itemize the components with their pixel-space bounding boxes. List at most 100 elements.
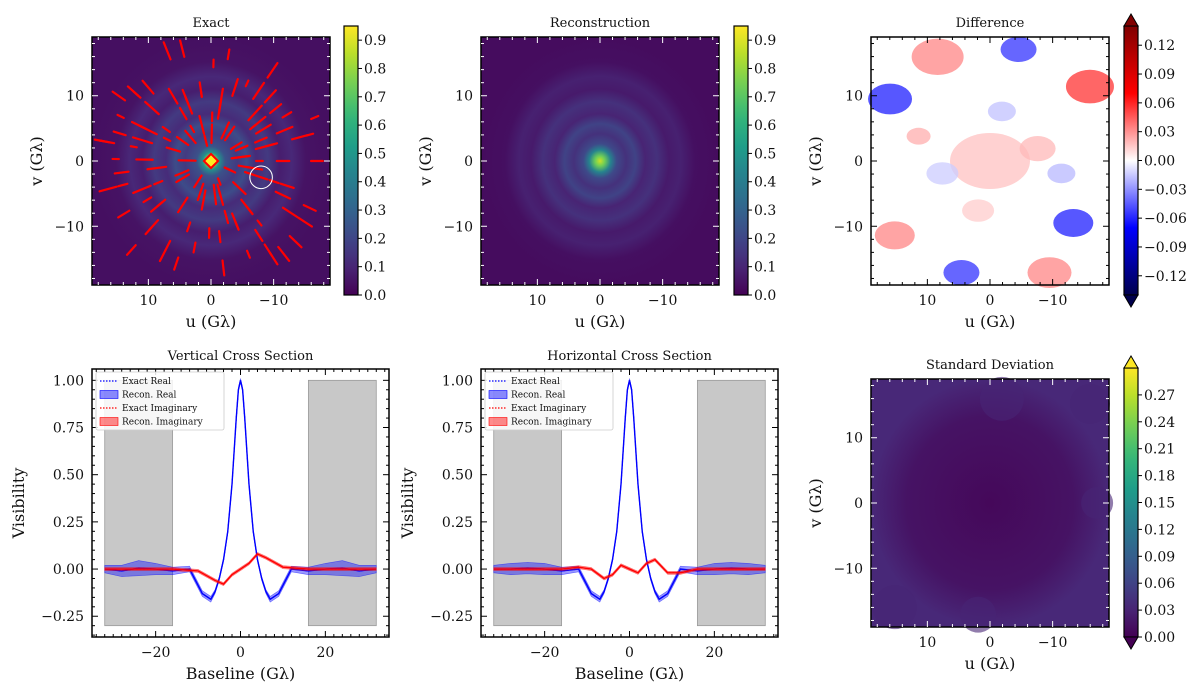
uv-track (268, 179, 280, 185)
difference-blob (943, 260, 980, 286)
y-tick-label: 0.75 (53, 421, 84, 437)
legend-swatch (488, 390, 508, 399)
uv-track (156, 198, 167, 208)
colorbar-extend-bottom (1123, 636, 1139, 650)
colorbar-tick-label: 0.2 (364, 231, 386, 247)
y-tick-label: 0.75 (442, 421, 473, 437)
uv-track (162, 41, 172, 61)
colorbar-tick-label: 0.0 (364, 288, 386, 304)
x-tick-label: −20 (141, 645, 171, 661)
difference-blob (950, 133, 1030, 189)
uv-track (245, 249, 251, 259)
colorbar-tick-label: 0.24 (1144, 415, 1175, 431)
colorbar-tick-label: 0.2 (754, 231, 776, 247)
x-tick-label: 20 (705, 645, 723, 661)
uv-track (230, 154, 250, 160)
uv-track (192, 241, 197, 254)
uv-track (234, 220, 240, 231)
difference-blob (1027, 257, 1072, 288)
x-tick-label: 0 (596, 293, 605, 309)
uv-track (129, 145, 138, 149)
colorbar-tick-label: 0.12 (1144, 522, 1175, 538)
exact-colorbar: 0.0 0.1 0.2 0.3 0.4 0.5 0.6 0.7 0.8 0.9 (343, 25, 386, 304)
uv-track (266, 61, 279, 79)
horizontal-title: Horizontal Cross Section (547, 349, 712, 364)
colorbar-tick-label: −0.09 (1144, 240, 1187, 256)
y-tick-label: 0 (464, 154, 473, 170)
legend-label: Exact Real (511, 377, 560, 387)
uv-track (186, 221, 192, 233)
series-recon-imaginary-line (104, 553, 377, 586)
uv-track (244, 79, 250, 88)
difference-blob (962, 199, 995, 222)
x-tick-label: 0 (986, 635, 995, 651)
exact-ylabel: v (Gλ) (27, 136, 46, 187)
colorbar-body (733, 25, 749, 296)
uv-track (165, 146, 182, 153)
colorbar-tick-label: 0.1 (754, 260, 776, 276)
std-blob (960, 596, 997, 633)
uv-track (277, 245, 291, 262)
y-tick-label: 0.50 (53, 468, 84, 484)
x-tick-label: −10 (1038, 293, 1068, 309)
uv-track (263, 243, 273, 256)
uv-track (297, 216, 305, 223)
difference-blob (1047, 163, 1076, 184)
colorbar-tick-label: 0.27 (1144, 388, 1175, 404)
x-tick-label: −10 (259, 293, 289, 309)
x-tick-label: 20 (316, 645, 334, 661)
colorbar-tick-label: 0.06 (1144, 576, 1175, 592)
uv-track (254, 143, 276, 151)
uv-track (223, 209, 230, 225)
uv-track (203, 134, 209, 147)
marker-circle (249, 165, 273, 190)
y-tick-label: 0.25 (53, 515, 84, 531)
uv-track (216, 98, 223, 120)
uv-track (247, 104, 263, 122)
uv-track (234, 78, 239, 88)
difference-blob (911, 38, 964, 76)
colorbar-tick-label: 0.9 (364, 33, 386, 49)
colorbar-tick-label: −0.06 (1144, 211, 1187, 227)
uv-coverage (93, 39, 324, 277)
uv-track (237, 164, 251, 169)
x-tick-label: −10 (1038, 635, 1068, 651)
colorbar-tick-label: 0.06 (1144, 96, 1175, 112)
uv-track (220, 121, 230, 140)
x-tick-label: 10 (918, 293, 936, 309)
y-tick-label: 0.00 (53, 562, 84, 578)
colorbar-tick-label: 0.9 (754, 33, 776, 49)
difference-blob (1000, 36, 1037, 63)
colorbar-extend-bottom (1123, 294, 1139, 308)
y-tick-label: −0.25 (41, 609, 84, 625)
std-blob (1081, 487, 1114, 519)
colorbar-tick-label: 0.7 (364, 90, 386, 106)
horizontal-xlabel: Baseline (Gλ) (575, 664, 684, 683)
vertical-xlabel: Baseline (Gλ) (186, 664, 295, 683)
difference-blob (868, 83, 913, 115)
uv-track (175, 173, 191, 184)
uv-track (256, 219, 263, 227)
uv-track (193, 174, 203, 189)
legend-label: Exact Imaginary (511, 404, 587, 414)
uv-track (281, 111, 293, 119)
legend-box (484, 371, 614, 431)
y-tick-label: 0.25 (442, 515, 473, 531)
uv-track (148, 219, 160, 231)
colorbar-tick-label: 0.4 (364, 175, 386, 191)
y-tick-label: 10 (845, 89, 863, 105)
std-colorbar: 0.00 0.03 0.06 0.09 0.12 0.15 0.18 0.21 0.24 0.27 (1123, 355, 1175, 650)
uv-track (181, 88, 190, 106)
uv-track (116, 113, 125, 120)
colorbar-tick-label: 0.3 (364, 203, 386, 219)
y-tick-label: −10 (54, 219, 84, 235)
uv-track (153, 179, 164, 186)
uv-track (232, 181, 247, 196)
y-tick-label: 10 (845, 431, 863, 447)
difference-blob (906, 127, 931, 145)
exact-xlabel: u (Gλ) (186, 312, 237, 331)
diff-title: Difference (956, 16, 1025, 31)
difference-blob (1065, 69, 1114, 104)
std-ylabel: v (Gλ) (806, 478, 825, 529)
